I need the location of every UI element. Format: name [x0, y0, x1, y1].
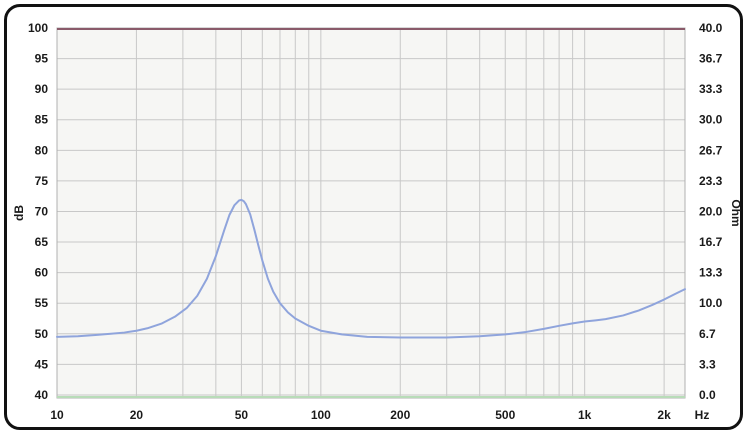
x-tick-label: 200: [390, 408, 410, 422]
y2-tick-label: 13.3: [699, 266, 723, 280]
y2-tick-label: 30.0: [699, 113, 723, 127]
y-axis-title: dB: [12, 205, 26, 221]
y-tick-label: 95: [35, 52, 49, 66]
y-tick-label: 90: [35, 82, 49, 96]
y2-tick-label: 36.7: [699, 52, 723, 66]
y-tick-label: 65: [35, 235, 49, 249]
x-tick-label: 500: [495, 408, 515, 422]
y2-tick-label: 26.7: [699, 143, 723, 157]
y-tick-label: 55: [35, 296, 49, 310]
y2-tick-label: 3.3: [699, 357, 716, 371]
y2-tick-label: 40.0: [699, 21, 723, 35]
y-tick-label: 80: [35, 143, 49, 157]
x-tick-label: 50: [235, 408, 249, 422]
x-tick-label: 10: [50, 408, 64, 422]
x-axis-title: Hz: [695, 408, 710, 422]
y-tick-label: 85: [35, 113, 49, 127]
y2-tick-label: 23.3: [699, 174, 723, 188]
y2-tick-label: 6.7: [699, 327, 716, 341]
x-tick-labels: 10 20 50 100 200 500 1k 2k: [50, 408, 671, 422]
y-tick-label: 45: [35, 357, 49, 371]
y2-tick-labels: 40.0 36.7 33.3 30.0 26.7 23.3 20.0 16.7 13.3 10.0…: [699, 21, 723, 402]
y2-tick-label: 0.0: [699, 388, 716, 402]
y-tick-label: 60: [35, 266, 49, 280]
y-tick-label: 75: [35, 174, 49, 188]
y-tick-label: 50: [35, 327, 49, 341]
x-tick-label: 100: [311, 408, 331, 422]
y-tick-labels: 100 95 90 85 80 75 70 65 60 55 50 45 40: [28, 21, 48, 402]
y-tick-label: 70: [35, 204, 49, 218]
x-tick-label: 2k: [657, 408, 671, 422]
y-tick-label: 100: [28, 21, 48, 35]
y2-tick-label: 10.0: [699, 296, 723, 310]
y2-tick-label: 20.0: [699, 204, 723, 218]
y2-axis-title: Ohm: [729, 199, 743, 226]
y2-tick-label: 33.3: [699, 82, 723, 96]
plot-area: [57, 28, 685, 398]
y2-tick-label: 16.7: [699, 235, 723, 249]
x-tick-label: 20: [130, 408, 144, 422]
impedance-curve: [56, 198, 686, 339]
x-tick-label: 1k: [578, 408, 592, 422]
y-tick-label: 40: [35, 388, 49, 402]
